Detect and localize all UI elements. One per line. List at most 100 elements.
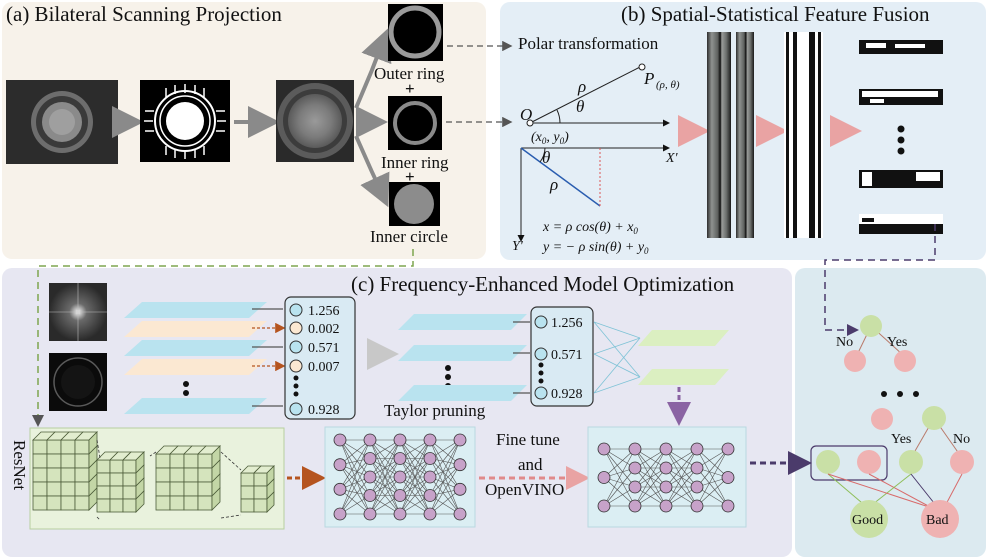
resnet-cube-cell: [74, 453, 90, 469]
weight-value: 1.256: [308, 304, 340, 319]
defect-slices: [859, 40, 943, 234]
theta-label-2: θ: [542, 148, 550, 167]
nn-edge: [429, 439, 461, 465]
nn-node: [659, 442, 673, 456]
resnet-cube-cell: [60, 481, 76, 497]
resnet-cube-side: [211, 487, 221, 511]
fc-layers: [638, 330, 729, 385]
nn-edge: [429, 464, 461, 496]
resnet-cube-cell: [122, 498, 137, 513]
resnet-cube-cell: [60, 439, 76, 455]
theta-label: θ: [576, 97, 584, 116]
inner-ring-image: [388, 96, 442, 150]
resnet-cube-cell: [46, 495, 62, 511]
panel-a-title: (a) Bilateral Scanning Projection: [6, 2, 282, 26]
nn-node: [333, 482, 347, 496]
binarized-strip-image: [784, 32, 823, 238]
taylor-pruning-label: Taylor pruning: [384, 401, 486, 420]
nn-edge: [665, 467, 698, 507]
nn-edge: [399, 458, 431, 515]
fft-spectrum-image: [49, 283, 107, 341]
resnet-cube-cell: [74, 439, 90, 455]
nn-edge: [339, 476, 371, 515]
resnet-cube-cell: [32, 439, 48, 455]
resnet-cube-cell: [240, 472, 255, 487]
feature-layers: [124, 302, 267, 414]
weight-value: 0.007: [308, 360, 340, 375]
resnet-cube-cell: [46, 467, 62, 483]
resnet-blocks: [29, 427, 285, 530]
resnet-cube-cell: [169, 453, 185, 469]
nn-node: [453, 458, 467, 472]
neural-network-pruned: [597, 442, 735, 513]
resnet-cube-cell: [32, 495, 48, 511]
resnet-label: ResNet: [10, 440, 29, 490]
nn-node: [393, 470, 407, 484]
nn-edge: [429, 439, 461, 490]
nn-node: [393, 452, 407, 465]
yes-label: Yes: [891, 432, 911, 447]
openvino-label: OpenVINO: [485, 480, 564, 499]
resnet-cube-cell: [197, 453, 213, 469]
resnet-cube-side: [135, 490, 145, 513]
nn-node: [363, 470, 377, 484]
nn-node: [423, 489, 437, 502]
nn-edge: [429, 489, 461, 515]
nn-node: [721, 499, 735, 513]
nn-edge: [603, 477, 636, 507]
nn-edge: [665, 448, 698, 507]
nn-node: [453, 433, 467, 447]
resnet-connector: [220, 514, 242, 519]
nn-node: [363, 452, 377, 465]
nn-edge: [429, 458, 461, 490]
nn-edge: [339, 458, 371, 515]
nn-node: [690, 480, 704, 494]
nn-node: [363, 489, 377, 502]
resnet-cube-cell: [253, 472, 268, 487]
inner-circle-label: Inner circle: [370, 227, 448, 246]
nn-node: [423, 452, 437, 465]
nn-edge: [339, 458, 371, 490]
origin-label: O: [520, 105, 532, 124]
panel-b-title: (b) Spatial-Statistical Feature Fusion: [621, 2, 930, 26]
nn-edge: [696, 467, 729, 507]
weight-value: 0.571: [551, 348, 583, 363]
cropped-bearing-image: [276, 80, 354, 162]
nn-edge: [339, 439, 371, 490]
rho-label: ρ: [577, 77, 586, 96]
pruned-layers: [398, 314, 527, 401]
nn-edge: [603, 448, 636, 507]
resnet-cube-cell: [169, 467, 185, 483]
nn-node: [453, 482, 467, 496]
neural-network-full: [333, 433, 467, 521]
nn-edge: [339, 489, 371, 515]
weight-value: 0.928: [308, 403, 340, 418]
fine-tune-label: Fine tune: [496, 430, 560, 449]
nn-edge: [603, 448, 636, 488]
rho-label-2: ρ: [549, 175, 558, 194]
resnet-cube-cell: [74, 481, 90, 497]
weight-value: 0.928: [551, 387, 583, 402]
nn-node: [690, 461, 704, 475]
resnet-cube-cell: [122, 485, 137, 500]
resnet-cube-cell: [96, 459, 111, 474]
resnet-cube-cell: [183, 467, 199, 483]
inner-ring-label: Inner ring: [381, 153, 449, 172]
nn-node: [333, 433, 347, 447]
x-axis-label: X': [665, 151, 679, 166]
nn-node: [659, 499, 673, 513]
nn-node: [393, 507, 407, 521]
point-sub: (ρ, θ): [656, 79, 680, 91]
nn-edge: [696, 448, 729, 488]
resnet-cube-cell: [155, 495, 171, 511]
resnet-cube-cell: [253, 485, 268, 500]
nn-node: [597, 442, 611, 456]
outer-ring-image: [388, 4, 443, 61]
resnet-cube-cell: [74, 495, 90, 511]
resnet-cube-cell: [240, 485, 255, 500]
frequency-ring-image: [49, 353, 107, 411]
origin-coord: (x0, y0): [531, 130, 569, 146]
resnet-cube-cell: [155, 453, 171, 469]
nn-edge: [429, 439, 461, 496]
